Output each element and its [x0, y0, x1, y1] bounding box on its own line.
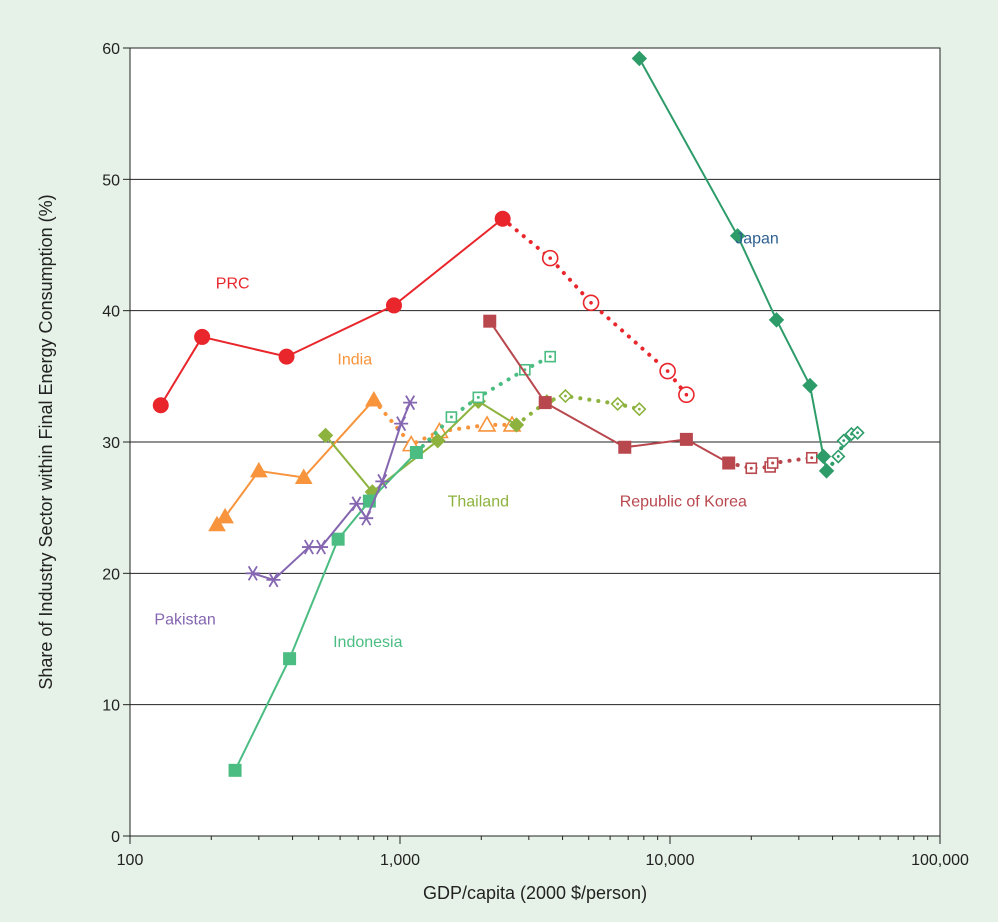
series-thailand-projected-point-dot — [616, 402, 620, 406]
series-prc-point — [385, 297, 402, 314]
series-republic-of-korea-projected-point-dot — [810, 456, 814, 460]
series-indonesia-projected-point-dot — [548, 355, 552, 359]
series-thailand-projection-line — [514, 393, 642, 427]
series-japan-projected-point-dot — [856, 431, 859, 435]
series-indonesia-point — [283, 652, 297, 666]
series-republic-of-korea-projected-point-dot — [771, 461, 775, 465]
y-axis-title: Share of Industry Sector within Final En… — [36, 194, 56, 689]
label-india: India — [337, 352, 372, 369]
series-india-point — [249, 461, 268, 478]
series-thailand-point — [430, 432, 446, 449]
series-prc-point — [194, 328, 211, 345]
label-prc: PRC — [216, 275, 250, 292]
series-layer — [152, 50, 865, 777]
series-labels: PRC India Thailand Indonesia Pakistan Republi… — [154, 231, 778, 651]
series-japan-projected-point-dot — [836, 455, 840, 458]
y-tick-label: 50 — [102, 172, 120, 189]
series-prc-projected-point-dot — [684, 392, 689, 397]
series-pakistan-point — [394, 416, 409, 432]
series-prc-projected-point-dot — [665, 369, 670, 373]
y-tick-label: 40 — [102, 304, 120, 321]
series-prc — [152, 210, 695, 414]
x-tick-label: 10,000 — [646, 852, 695, 869]
series-japan-point — [815, 448, 832, 465]
series-thailand-point — [508, 417, 525, 433]
series-prc-projected-point-dot — [589, 300, 593, 305]
series-india-projected-point — [477, 415, 497, 432]
series-prc-point — [278, 348, 295, 365]
x-axis-title: GDP/capita (2000 $/person) — [423, 883, 647, 903]
label-thailand: Thailand — [448, 493, 509, 510]
series-pakistan — [245, 395, 418, 588]
series-prc-point — [494, 210, 511, 227]
series-indonesia — [228, 350, 557, 777]
y-tick-label: 10 — [102, 698, 120, 715]
series-indonesia-projected-point-dot — [476, 395, 480, 399]
series-republic-of-korea-point — [618, 440, 632, 454]
series-pakistan-point — [359, 510, 374, 526]
y-tick-label: 30 — [102, 435, 120, 452]
series-pakistan-point — [266, 572, 281, 588]
plot-frame — [129, 47, 941, 837]
series-japan-point — [631, 50, 648, 67]
series-india-point — [208, 515, 226, 532]
series-india-point — [294, 468, 313, 484]
series-pakistan-point — [403, 395, 418, 411]
series-japan-point — [818, 463, 835, 479]
series-pakistan-point — [245, 565, 260, 581]
series-pakistan-point — [301, 539, 316, 555]
series-pakistan-point — [375, 473, 390, 489]
series-republic-of-korea-point — [538, 396, 552, 410]
series-indonesia-point — [409, 446, 423, 460]
label-indonesia: Indonesia — [333, 634, 402, 651]
y-tick-label: 20 — [102, 566, 120, 583]
series-prc-projected-point-dot — [548, 256, 553, 260]
series-indonesia-point — [228, 763, 242, 777]
series-india-point — [216, 507, 234, 524]
series-pakistan-point — [349, 496, 364, 512]
series-india-point — [364, 390, 383, 407]
series-pakistan-point — [314, 539, 329, 555]
series-japan-point — [729, 228, 746, 244]
series-prc-point — [152, 397, 169, 414]
series-japan-point — [802, 377, 818, 394]
series-republic-of-korea-point — [722, 456, 736, 470]
x-tick-label: 100,000 — [911, 852, 969, 869]
series-prc-projection-line — [500, 216, 689, 397]
axes: 0 10 20 30 40 50 60 100 1,000 10,000 100,000 — [102, 41, 969, 869]
y-tick-label: 0 — [111, 829, 120, 846]
series-japan-point — [768, 312, 785, 328]
label-pakistan: Pakistan — [154, 612, 215, 629]
series-india — [208, 390, 522, 532]
series-thailand-point — [317, 427, 334, 444]
series-indonesia-point — [331, 532, 345, 546]
series-thailand-projected-point-dot — [637, 407, 641, 411]
label-republic-of-korea: Republic of Korea — [620, 493, 747, 510]
x-tick-label: 1,000 — [380, 852, 420, 869]
series-republic-of-korea-point — [679, 432, 693, 446]
series-thailand-projected-point-dot — [564, 394, 567, 398]
y-tick-label: 60 — [102, 41, 120, 58]
series-republic-of-korea-projected-point-dot — [749, 466, 753, 470]
series-japan — [631, 50, 865, 479]
series-japan-projected-point-dot — [842, 439, 846, 443]
x-tick-label: 100 — [117, 852, 144, 869]
series-republic-of-korea — [483, 314, 818, 475]
series-republic-of-korea-point — [483, 314, 497, 328]
label-japan: Japan — [735, 231, 779, 248]
series-indonesia-projected-point-dot — [449, 415, 453, 419]
